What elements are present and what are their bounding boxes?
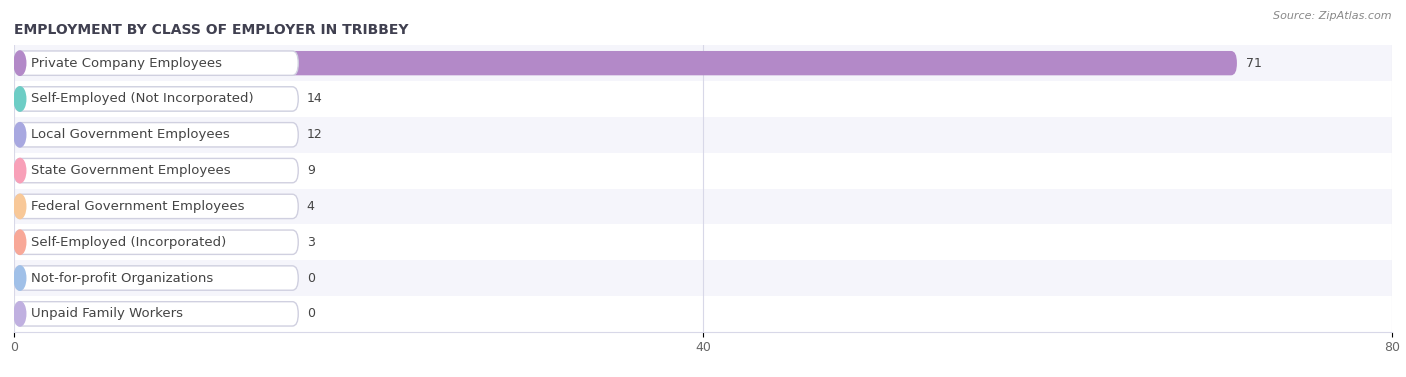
Bar: [14, 153, 1392, 188]
Circle shape: [14, 87, 25, 111]
Bar: [14, 260, 1392, 296]
Bar: [14, 117, 1392, 153]
FancyBboxPatch shape: [14, 194, 298, 219]
Bar: [14, 81, 1392, 117]
Text: Not-for-profit Organizations: Not-for-profit Organizations: [31, 271, 214, 285]
Text: 9: 9: [307, 164, 315, 177]
FancyBboxPatch shape: [14, 87, 298, 111]
Text: Private Company Employees: Private Company Employees: [31, 57, 222, 70]
FancyBboxPatch shape: [14, 51, 1237, 75]
Circle shape: [14, 123, 25, 147]
Text: Federal Government Employees: Federal Government Employees: [31, 200, 245, 213]
Text: 3: 3: [307, 236, 315, 249]
FancyBboxPatch shape: [14, 194, 298, 219]
Bar: [14, 45, 1392, 81]
FancyBboxPatch shape: [14, 51, 298, 75]
Text: 0: 0: [307, 271, 315, 285]
FancyBboxPatch shape: [14, 87, 298, 111]
Text: Self-Employed (Incorporated): Self-Employed (Incorporated): [31, 236, 226, 249]
Text: State Government Employees: State Government Employees: [31, 164, 231, 177]
FancyBboxPatch shape: [14, 158, 298, 183]
Circle shape: [14, 302, 25, 326]
Bar: [14, 224, 1392, 260]
Circle shape: [14, 266, 25, 290]
Circle shape: [14, 194, 25, 219]
FancyBboxPatch shape: [14, 302, 298, 326]
FancyBboxPatch shape: [14, 266, 298, 290]
Text: EMPLOYMENT BY CLASS OF EMPLOYER IN TRIBBEY: EMPLOYMENT BY CLASS OF EMPLOYER IN TRIBB…: [14, 23, 409, 37]
Text: Local Government Employees: Local Government Employees: [31, 128, 229, 141]
Text: Self-Employed (Not Incorporated): Self-Employed (Not Incorporated): [31, 92, 253, 106]
FancyBboxPatch shape: [14, 230, 298, 254]
FancyBboxPatch shape: [14, 266, 298, 290]
FancyBboxPatch shape: [14, 123, 298, 147]
FancyBboxPatch shape: [14, 158, 298, 183]
Circle shape: [14, 230, 25, 254]
Text: 14: 14: [307, 92, 322, 106]
Bar: [14, 296, 1392, 332]
Text: 0: 0: [307, 307, 315, 320]
FancyBboxPatch shape: [14, 302, 298, 326]
Text: Unpaid Family Workers: Unpaid Family Workers: [31, 307, 183, 320]
FancyBboxPatch shape: [14, 123, 298, 147]
Circle shape: [14, 51, 25, 75]
FancyBboxPatch shape: [14, 230, 298, 254]
Text: 4: 4: [307, 200, 315, 213]
Text: 12: 12: [307, 128, 322, 141]
Bar: [14, 188, 1392, 224]
Text: 71: 71: [1246, 57, 1261, 70]
Text: Source: ZipAtlas.com: Source: ZipAtlas.com: [1274, 11, 1392, 21]
Circle shape: [14, 158, 25, 183]
